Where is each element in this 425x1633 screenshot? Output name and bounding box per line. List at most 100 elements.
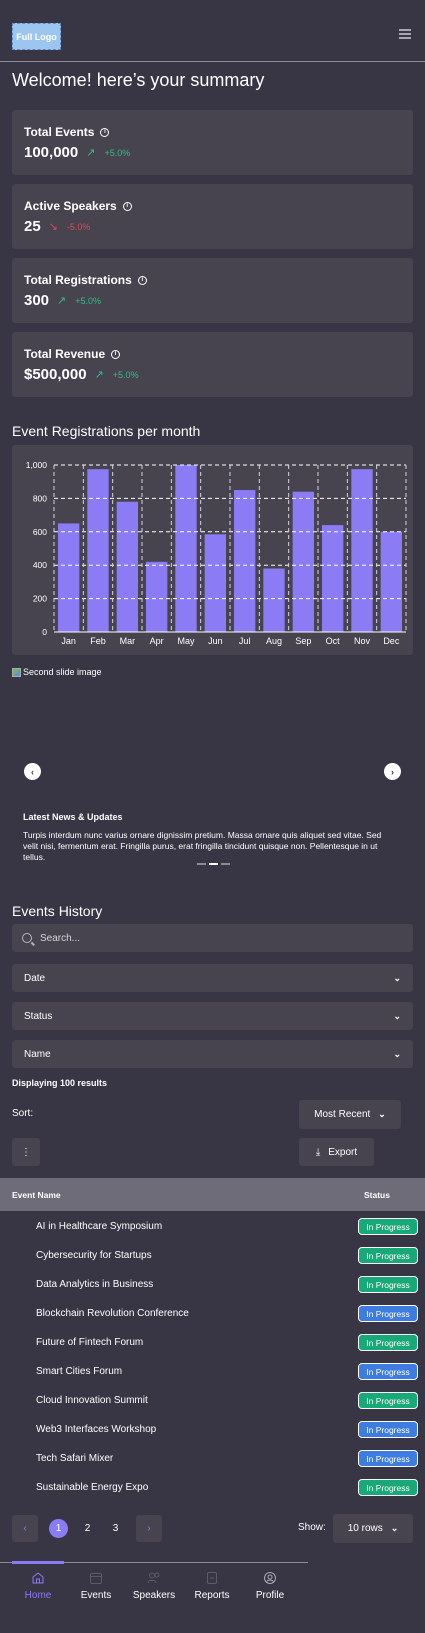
bar-jan[interactable]	[58, 523, 80, 632]
x-tick-label: Jun	[208, 636, 223, 646]
bar-mar[interactable]	[116, 501, 138, 632]
stat-trend: +5.0%	[75, 295, 102, 306]
x-tick-label: Jul	[239, 636, 251, 646]
hamburger-menu-icon[interactable]	[399, 29, 411, 39]
y-tick-label: 400	[33, 560, 47, 570]
event-name: Future of Fintech Forum	[36, 1337, 144, 1348]
nav-speakers[interactable]: Speakers	[124, 1571, 184, 1601]
x-tick-label: Oct	[326, 636, 341, 646]
trend-down-icon: ↘	[48, 221, 58, 233]
broken-image-icon	[12, 667, 21, 677]
info-icon[interactable]: i	[100, 127, 110, 137]
slide-image-alt: Second slide image	[23, 667, 102, 677]
x-tick-label: May	[177, 636, 195, 646]
trend-up-icon: ↗	[86, 147, 96, 159]
filter-status[interactable]: Status ⌄	[12, 1002, 413, 1030]
stat-value: 100,000	[24, 144, 79, 161]
stat-value: $500,000	[24, 366, 87, 383]
page-3[interactable]: 3	[112, 1523, 119, 1534]
table-row[interactable]: Web3 Interfaces Workshop In Progress	[0, 1416, 425, 1445]
table-row[interactable]: Smart Cities Forum In Progress	[0, 1358, 425, 1387]
stat-title: Total Events	[24, 125, 95, 139]
event-name: Sustainable Energy Expo	[36, 1482, 149, 1493]
bar-sep[interactable]	[292, 491, 314, 632]
search-input[interactable]	[40, 932, 380, 944]
next-page-button[interactable]: ›	[136, 1515, 162, 1542]
page-1[interactable]: 1	[49, 1519, 68, 1538]
nav-label: Home	[24, 1590, 52, 1601]
bar-nov[interactable]	[351, 469, 373, 632]
status-badge: In Progress	[358, 1334, 418, 1351]
prev-page-button[interactable]: ‹	[12, 1515, 38, 1542]
column-header-status[interactable]: Status	[364, 1190, 390, 1200]
info-icon[interactable]: i	[111, 349, 121, 359]
stat-trend: +5.0%	[112, 369, 139, 380]
home-icon	[32, 1572, 44, 1584]
rows-per-page-select[interactable]: 10 rows ⌄	[333, 1514, 413, 1543]
page-title: Welcome! here’s your summary	[12, 70, 265, 90]
y-tick-label: 200	[33, 594, 47, 604]
carousel-dot-active[interactable]	[209, 863, 218, 865]
event-name: Cybersecurity for Startups	[36, 1250, 152, 1261]
info-icon[interactable]: i	[137, 275, 147, 285]
filter-label: Name	[24, 1048, 51, 1060]
page-2[interactable]: 2	[84, 1523, 91, 1534]
bar-dec[interactable]	[380, 531, 402, 632]
table-row[interactable]: Sustainable Energy Expo In Progress	[0, 1474, 425, 1503]
export-button[interactable]: ⤓ Export	[299, 1138, 374, 1166]
carousel-prev-button[interactable]: ‹	[24, 763, 41, 780]
search-bar	[12, 924, 413, 952]
chevron-left-icon: ‹	[31, 766, 34, 777]
carousel-dot[interactable]	[221, 863, 230, 865]
filter-name[interactable]: Name ⌄	[12, 1040, 413, 1068]
stat-value: 300	[24, 292, 50, 309]
status-badge: In Progress	[358, 1218, 418, 1235]
nav-label: Speakers	[132, 1590, 176, 1601]
table-row[interactable]: Future of Fintech Forum In Progress	[0, 1329, 425, 1358]
info-icon[interactable]: i	[122, 201, 132, 211]
chevron-down-icon: ⌄	[393, 1010, 401, 1021]
nav-label: Reports	[194, 1590, 230, 1601]
table-row[interactable]: Tech Safari Mixer In Progress	[0, 1445, 425, 1474]
nav-events[interactable]: Events	[66, 1571, 126, 1601]
stat-card-total-registrations: Total Registrations i 300 ↗ +5.0%	[12, 258, 413, 323]
nav-reports[interactable]: Reports	[182, 1571, 242, 1601]
slide-image: Second slide image	[12, 667, 102, 677]
event-name: Web3 Interfaces Workshop	[36, 1424, 157, 1435]
nav-label: Events	[80, 1590, 112, 1601]
carousel-dot[interactable]	[197, 863, 206, 865]
trend-up-icon: ↗	[57, 295, 67, 307]
bar-feb[interactable]	[87, 469, 109, 632]
carousel-next-button[interactable]: ›	[384, 763, 401, 780]
nav-home[interactable]: Home	[8, 1571, 68, 1601]
bar-apr[interactable]	[146, 561, 168, 632]
bar-chart: 0 200 400 600 800 1,000 Jan Feb Mar Apr May Jun Jul A…	[26, 460, 407, 646]
table-row[interactable]: Data Analytics in Business In Progress	[0, 1271, 425, 1300]
status-badge: In Progress	[358, 1247, 418, 1264]
table-row[interactable]: AI in Healthcare Symposium In Progress	[0, 1213, 425, 1242]
table-row[interactable]: Blockchain Revolution Conference In Progr…	[0, 1300, 425, 1329]
table-row[interactable]: Cloud Innovation Summit In Progress	[0, 1387, 425, 1416]
full-logo[interactable]: Full Logo	[12, 23, 61, 50]
bar-oct[interactable]	[322, 525, 344, 632]
chevron-right-icon: ›	[147, 1523, 151, 1534]
y-tick-label: 0	[42, 627, 47, 637]
app-header: Full Logo	[0, 0, 425, 62]
bar-jul[interactable]	[234, 490, 256, 632]
bar-jun[interactable]	[204, 534, 226, 632]
table-row[interactable]: Cybersecurity for Startups In Progress	[0, 1242, 425, 1271]
chevron-left-icon: ‹	[23, 1523, 27, 1534]
nav-profile[interactable]: Profile	[240, 1571, 300, 1601]
bar-aug[interactable]	[263, 568, 285, 632]
stat-trend: -5.0%	[66, 221, 91, 232]
sort-dropdown[interactable]: Most Recent ⌄	[299, 1100, 401, 1129]
news-title: Latest News & Updates	[23, 812, 123, 822]
x-tick-label: Nov	[354, 636, 371, 646]
column-header-event-name[interactable]: Event Name	[12, 1190, 61, 1200]
bar-may[interactable]	[175, 465, 197, 632]
filter-date[interactable]: Date ⌄	[12, 964, 413, 992]
registrations-chart: 0 200 400 600 800 1,000 Jan Feb Mar Apr May Jun Jul A…	[12, 445, 413, 655]
status-badge: In Progress	[358, 1450, 418, 1467]
more-options-button[interactable]: ⋮	[12, 1138, 40, 1166]
carousel-indicators	[197, 863, 230, 865]
